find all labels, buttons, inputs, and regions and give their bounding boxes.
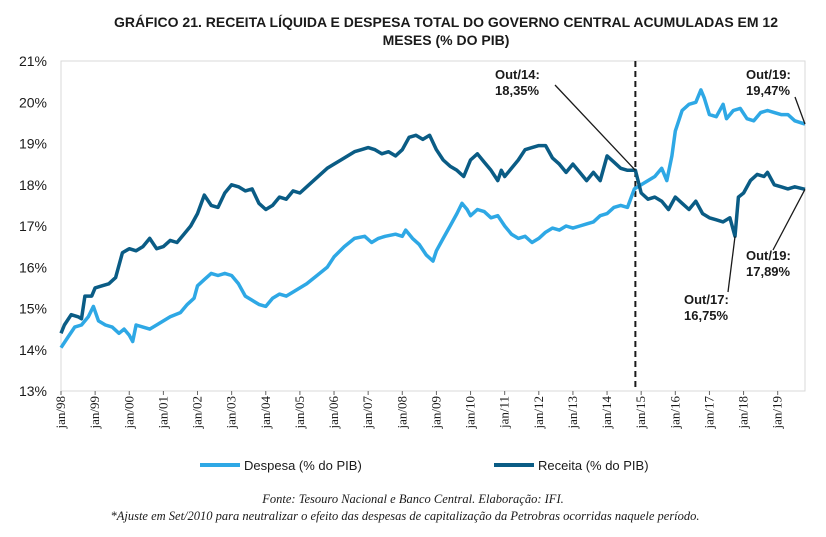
y-tick-label: 15% [19, 301, 47, 317]
x-tick-label: jan/15 [633, 396, 648, 430]
x-tick-label: jan/08 [394, 396, 409, 430]
y-tick-label: 13% [19, 383, 47, 399]
annotation-despesa-out19-value: 19,47% [746, 83, 791, 98]
x-tick-label: jan/06 [326, 396, 341, 430]
x-tick-label: jan/10 [463, 396, 478, 430]
annotation-despesa-out19-label: Out/19: [746, 67, 791, 82]
y-tick-label: 14% [19, 342, 47, 358]
source-note: Fonte: Tesouro Nacional e Banco Central.… [261, 492, 563, 506]
x-tick-label: jan/00 [121, 396, 136, 430]
x-tick-label: jan/98 [53, 396, 68, 430]
y-tick-label: 20% [19, 94, 47, 110]
annotation-leader [554, 84, 636, 171]
legend: Despesa (% do PIB) Receita (% do PIB) [200, 458, 649, 473]
despesa-line [59, 88, 806, 349]
x-tick-label: jan/03 [224, 396, 239, 430]
x-tick-label: jan/04 [258, 396, 273, 430]
series-group [59, 88, 806, 349]
x-tick-label: jan/07 [360, 396, 375, 430]
annotation-out17-value: 16,75% [684, 308, 729, 323]
y-axis: 13% 14% 15% 16% 17% 18% 19% 20% 21% [19, 53, 47, 399]
x-tick-label: jan/12 [531, 396, 546, 430]
footnote: *Ajuste em Set/2010 para neutralizar o e… [110, 509, 699, 523]
x-tick-label: jan/09 [428, 396, 443, 430]
x-tick-label: jan/11 [497, 396, 512, 429]
y-tick-label: 16% [19, 259, 47, 275]
annotation-out14-value: 18,35% [495, 83, 540, 98]
legend-label-despesa: Despesa (% do PIB) [244, 458, 362, 473]
annotation-lines [554, 84, 806, 293]
x-axis: jan/98 jan/99 jan/00 jan/01 jan/02 jan/03 jan/… [53, 391, 785, 430]
x-tick-label: jan/01 [155, 396, 170, 430]
annotation-out14-label: Out/14: [495, 67, 540, 82]
x-tick-label: jan/17 [701, 396, 716, 430]
annotation-leader [772, 188, 806, 251]
x-tick-label: jan/19 [770, 396, 785, 430]
annotation-receita-out19-value: 17,89% [746, 264, 791, 279]
receita-line [59, 133, 806, 334]
annotation-leader [727, 236, 736, 293]
y-tick-label: 17% [19, 218, 47, 234]
x-tick-label: jan/18 [736, 396, 751, 430]
chart-title-line1: GRÁFICO 21. RECEITA LÍQUIDA E DESPESA TO… [114, 14, 778, 30]
x-tick-label: jan/14 [599, 396, 614, 430]
y-tick-label: 21% [19, 53, 47, 69]
x-tick-label: jan/02 [190, 396, 205, 430]
annotation-receita-out19-label: Out/19: [746, 248, 791, 263]
x-tick-label: jan/05 [292, 396, 307, 430]
annotation-leader [794, 96, 806, 125]
plot-area [60, 60, 806, 392]
annotation-out17-label: Out/17: [684, 292, 729, 307]
legend-label-receita: Receita (% do PIB) [538, 458, 649, 473]
y-tick-label: 18% [19, 177, 47, 193]
x-tick-label: jan/16 [667, 396, 682, 430]
x-tick-label: jan/13 [565, 396, 580, 430]
x-tick-label: jan/99 [87, 396, 102, 430]
y-tick-label: 19% [19, 136, 47, 152]
chart-title-line2: MESES (% DO PIB) [383, 32, 510, 48]
